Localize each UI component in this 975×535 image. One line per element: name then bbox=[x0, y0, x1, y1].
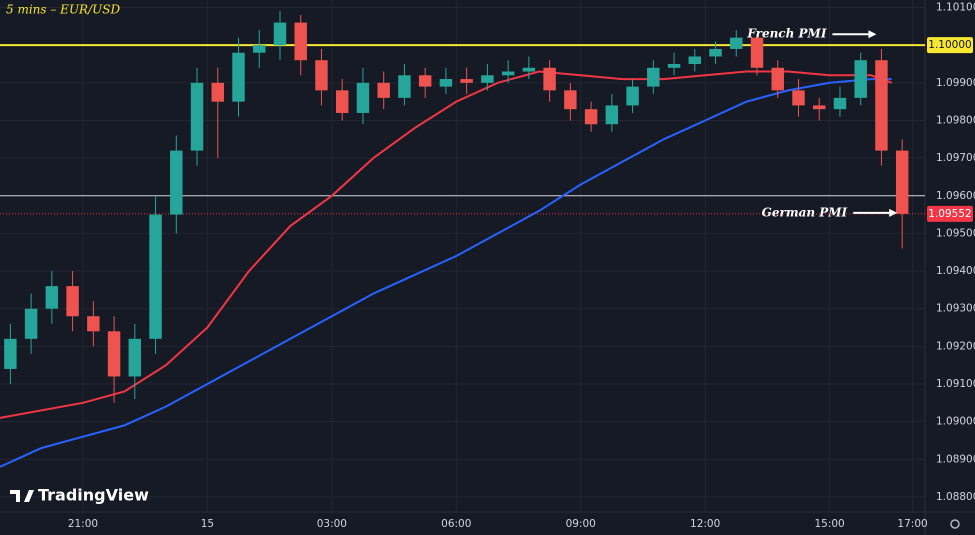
annotation-arrowhead bbox=[889, 208, 898, 217]
candle-body bbox=[190, 82, 204, 151]
candle-body bbox=[128, 338, 142, 377]
candle-body bbox=[107, 331, 121, 377]
y-tick-label: 1.09000 bbox=[936, 416, 975, 428]
x-tick-label: 21:00 bbox=[68, 518, 98, 530]
candle-body bbox=[356, 82, 370, 113]
y-tick-label: 1.09400 bbox=[936, 265, 975, 277]
y-tick-label: 1.10100 bbox=[936, 2, 975, 14]
candle-body bbox=[294, 22, 307, 61]
moving-average bbox=[0, 78, 892, 468]
candle-body bbox=[418, 75, 432, 87]
candle-body bbox=[730, 37, 743, 49]
candle-body bbox=[833, 97, 847, 110]
candle-body bbox=[377, 82, 390, 98]
y-tick-label: 1.09500 bbox=[936, 227, 975, 239]
x-tick-label: 15 bbox=[201, 518, 214, 530]
candle-body bbox=[439, 79, 453, 87]
candle-body bbox=[875, 60, 888, 151]
price-label: 1.09552 bbox=[928, 208, 971, 220]
candle-body bbox=[709, 48, 722, 57]
annotation-arrowhead bbox=[868, 30, 877, 39]
candle-body bbox=[45, 286, 59, 309]
candle-body bbox=[688, 56, 702, 64]
brand-logo: TradingView bbox=[10, 486, 149, 505]
y-tick-label: 1.09600 bbox=[936, 190, 975, 202]
annotation-text: French PMI bbox=[746, 27, 827, 41]
x-tick-label: 15:00 bbox=[814, 518, 844, 530]
chart-title: 5 mins – EUR/USD bbox=[6, 3, 120, 17]
y-tick-label: 1.08800 bbox=[936, 491, 975, 503]
candle-body bbox=[253, 45, 266, 53]
candle-body bbox=[398, 75, 411, 98]
candle-body bbox=[750, 37, 764, 68]
candle-body bbox=[170, 150, 183, 215]
candle-body bbox=[87, 316, 100, 332]
candle-body bbox=[605, 105, 619, 125]
y-tick-label: 1.09900 bbox=[936, 77, 975, 89]
candle-body bbox=[854, 60, 867, 98]
candle-body bbox=[647, 67, 660, 87]
candle-body bbox=[232, 52, 245, 102]
candle-body bbox=[564, 90, 577, 110]
x-tick-label: 12:00 bbox=[690, 518, 720, 530]
candle-body bbox=[315, 60, 328, 91]
candle-body bbox=[667, 64, 681, 68]
price-label-box bbox=[927, 37, 973, 54]
candle-body bbox=[522, 67, 536, 72]
x-tick-label: 17:00 bbox=[897, 518, 927, 530]
candle-body bbox=[543, 67, 556, 91]
candle-body bbox=[24, 308, 38, 339]
annotation-text: German PMI bbox=[762, 205, 848, 219]
candle-body bbox=[501, 71, 515, 76]
brand-text: TradingView bbox=[38, 486, 149, 505]
candle-body bbox=[895, 150, 909, 214]
price-label: 1.10000 bbox=[928, 39, 971, 51]
y-tick-label: 1.08900 bbox=[936, 453, 975, 465]
x-tick-label: 06:00 bbox=[441, 518, 471, 530]
candle-body bbox=[481, 75, 494, 83]
y-tick-label: 1.09700 bbox=[936, 152, 975, 164]
candle-body bbox=[335, 90, 349, 113]
price-label-box bbox=[927, 205, 973, 222]
x-tick-label: 03:00 bbox=[317, 518, 347, 530]
y-tick-label: 1.09300 bbox=[936, 303, 975, 315]
x-tick-label: 09:00 bbox=[566, 518, 596, 530]
candle-body bbox=[771, 67, 784, 91]
logo-icon bbox=[10, 490, 34, 502]
candle-body bbox=[584, 109, 598, 125]
candle-body bbox=[66, 286, 79, 317]
candle-body bbox=[792, 90, 805, 106]
candle-body bbox=[149, 214, 162, 339]
candle-body bbox=[211, 82, 224, 102]
y-tick-label: 1.09800 bbox=[936, 114, 975, 126]
candle-body bbox=[813, 105, 826, 110]
candle-body bbox=[273, 22, 287, 46]
candle-body bbox=[460, 79, 473, 83]
moving-average bbox=[0, 70, 893, 419]
candle-body bbox=[4, 338, 17, 369]
y-tick-label: 1.09200 bbox=[936, 340, 975, 352]
settings-icon[interactable] bbox=[950, 519, 960, 529]
y-tick-label: 1.09100 bbox=[936, 378, 975, 390]
candle-body bbox=[626, 86, 639, 106]
